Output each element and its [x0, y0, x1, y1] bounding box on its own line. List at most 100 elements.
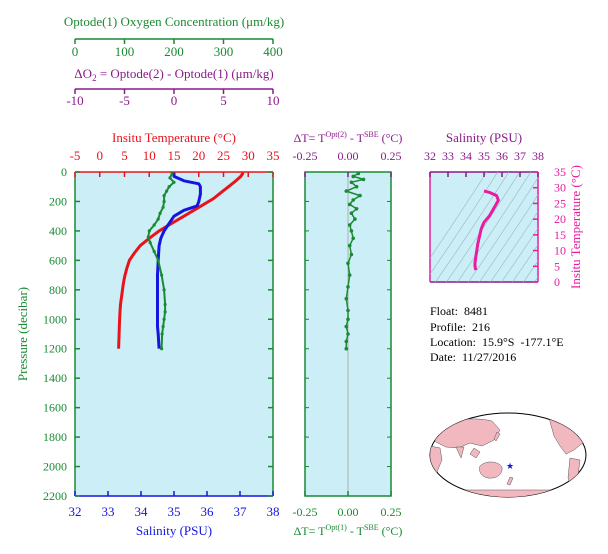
oxygen-axis-tick-label: 100	[115, 44, 135, 59]
oxygen-point	[162, 194, 166, 198]
dt-point	[346, 317, 350, 322]
temperature-axis-tick-label: 15	[168, 148, 181, 163]
pressure-axis-tick-label: 800	[49, 283, 67, 297]
oxygen-point	[163, 310, 167, 314]
temperature-axis-label: Insitu Temperature (°C)	[112, 130, 236, 145]
dt-bottom-axis-tick-label: -0.25	[293, 505, 318, 519]
dt-point	[349, 180, 354, 185]
oxygen-point	[162, 199, 166, 204]
ts-temperature-axis-tick-label: 20	[554, 212, 566, 226]
dt-point	[346, 308, 350, 313]
ts-salinity-axis-tick-label: 38	[532, 149, 544, 163]
data-series	[117, 172, 500, 351]
location-info: Location: 15.9°S -177.1°E	[430, 335, 564, 349]
pressure-axis-tick-label: 200	[49, 194, 67, 208]
dt-point	[344, 339, 349, 344]
oxygen-axis-tick-label: 0	[72, 44, 79, 59]
dt-point	[347, 202, 352, 207]
dt-point	[351, 174, 356, 179]
temperature-axis-tick-label: 25	[217, 148, 230, 163]
ts-salinity-axis-tick-label: 37	[514, 149, 526, 163]
pressure-axis-tick-label: 2200	[43, 489, 67, 503]
oxygen-point	[163, 302, 167, 307]
oxygen-point	[156, 258, 160, 262]
dt-top-axis-tick-label: 0.00	[338, 149, 359, 163]
dt-bottom-axis-tick-label: 0.25	[381, 505, 402, 519]
dt-point	[361, 177, 366, 182]
pressure-axis-tick-label: 1600	[43, 401, 67, 415]
pressure-axis-tick-label: 0	[61, 165, 67, 179]
ts-isoline	[479, 194, 538, 282]
ts-salinity-axis-tick-label: 34	[460, 149, 472, 163]
temperature-axis-tick-label: -5	[70, 148, 81, 163]
pressure-axis-label: Pressure (decibar)	[15, 287, 30, 381]
oxygen-point	[146, 235, 150, 239]
dt-point	[349, 211, 354, 215]
dt-point	[347, 243, 352, 248]
temperature-axis-tick-label: 35	[267, 148, 280, 163]
axis-ticks: 0 100 200 300 400-10 -5 0 5 10-5 0 5 10 15 20 25 30 3532…	[43, 39, 566, 519]
ts-isoline	[435, 172, 510, 282]
pressure-axis-tick-label: 600	[49, 253, 67, 267]
dt-point	[347, 273, 352, 277]
oxygen-point	[160, 347, 164, 351]
do2-axis-tick-label: 0	[171, 93, 178, 108]
temperature-axis-tick-label: 5	[121, 148, 128, 163]
do2-axis-tick-label: 10	[267, 93, 280, 108]
ts-isoline	[512, 244, 538, 282]
oxygen-point	[160, 273, 164, 277]
ts-temperature-axis-tick-label: 30	[554, 181, 566, 195]
dt-point	[344, 346, 349, 351]
pressure-axis-tick-label: 1200	[43, 342, 67, 356]
do2-axis-tick-label: -5	[119, 93, 130, 108]
oxygen-point	[162, 317, 166, 321]
ts-salinity-axis-tick-label: 33	[442, 149, 454, 163]
pressure-axis-tick-label: 1800	[43, 430, 67, 444]
dt-top-axis-tick-label: 0.25	[381, 149, 402, 163]
dt-point	[358, 193, 362, 198]
ts-isoline	[523, 260, 538, 282]
ts-isoline	[468, 177, 538, 282]
pressure-axis-tick-label: 2000	[43, 460, 67, 474]
oxygen-point	[168, 176, 172, 180]
ts-density-isolines	[430, 172, 538, 282]
pressure-axis-tick-label: 1400	[43, 371, 67, 385]
ts-isoline	[430, 172, 488, 259]
oxygen-point	[165, 189, 169, 193]
oxygen-axis-tick-label: 200	[164, 44, 184, 59]
oxygen-point	[160, 332, 164, 336]
salinity-axis-tick-label: 32	[69, 504, 82, 519]
dt-point	[351, 236, 356, 241]
ts-temperature-axis-tick-label: 35	[554, 165, 566, 179]
ts-temperature-axis-tick-label: 25	[554, 196, 566, 210]
oxygen-axis-tick-label: 300	[214, 44, 234, 59]
oxygen-point	[147, 229, 151, 233]
ts-temperature-axis-tick-label: 5	[554, 259, 560, 273]
dt-bottom-axis-tick-label: 0.00	[338, 505, 359, 519]
dt-point	[353, 217, 357, 221]
oxygen-point	[161, 325, 165, 329]
ts-curve	[473, 189, 500, 271]
salinity-axis-tick-label: 34	[135, 504, 149, 519]
float-info: Float: 8481	[430, 304, 489, 318]
dt-point	[346, 285, 350, 289]
main-panel-bg	[75, 172, 273, 496]
ts-temperature-axis-tick-label: 10	[554, 244, 566, 258]
salinity-axis-tick-label: 36	[201, 504, 215, 519]
dt-point	[356, 172, 361, 176]
oxygen-axis-label: Optode(1) Oxygen Concentration (μm/kg)	[64, 14, 284, 29]
oxygen-point	[156, 217, 160, 221]
dt-bottom-axis-label: ΔT= TOpt(1) - TSBE (°C)	[294, 523, 403, 538]
ts-salinity-axis-label: Salinity (PSU)	[446, 130, 522, 145]
ts-salinity-axis-tick-label: 35	[478, 149, 490, 163]
temperature-axis-tick-label: 20	[192, 148, 205, 163]
salinity-axis-tick-label: 35	[168, 504, 181, 519]
dt-top-axis-tick-label: -0.25	[293, 149, 318, 163]
oxygen-point	[158, 211, 162, 215]
oxygen-point	[148, 241, 152, 245]
dt-point	[351, 198, 356, 202]
profile-info: Profile: 216	[430, 320, 490, 334]
dt-point	[347, 223, 352, 227]
dt-point	[346, 261, 350, 266]
pressure-axis-tick-label: 1000	[43, 312, 67, 326]
